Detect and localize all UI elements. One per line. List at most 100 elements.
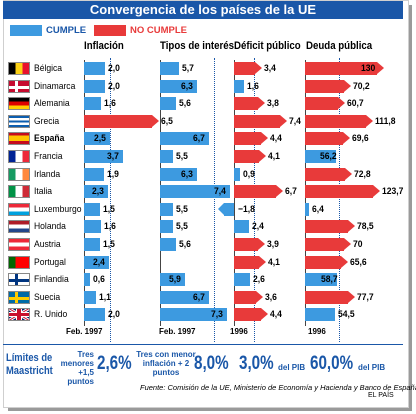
deficit-limit-value: 3,0% <box>239 353 274 374</box>
value-label-deficit-alemania: 3,8 <box>266 98 279 110</box>
column-header-inflacion: Inflación <box>84 40 124 52</box>
deficit-limit-suffix: del PIB <box>278 363 306 372</box>
value-label-deficit-dinamarca: 1,6 <box>246 80 259 92</box>
value-label-inflacion-irlanda: 1,9 <box>106 168 119 180</box>
bar-deuda-luxemburgo <box>305 202 309 216</box>
inflation-limit-note: Tres menores +1,5 puntos <box>60 350 94 386</box>
bar-deficit-francia <box>234 150 267 163</box>
value-label-inflacion-belgica: 2,0 <box>108 63 120 74</box>
value-label-tipos-suecia: 6,7 <box>193 291 205 303</box>
value-label-inflacion-austria: 1,5 <box>102 239 115 250</box>
bar-deuda-irlanda <box>305 167 353 181</box>
value-label-inflacion-espana: 2,5 <box>94 133 107 145</box>
bar-deficit-portugal <box>234 255 267 269</box>
country-label-finlandia: Finlandia <box>34 274 69 286</box>
value-label-deuda-holanda: 78,5 <box>357 221 374 233</box>
bar-deficit-irlanda <box>234 167 240 181</box>
value-label-inflacion-finlandia: 0,6 <box>93 274 106 286</box>
bottom-divider <box>3 344 403 345</box>
bar-deficit-espana <box>234 132 269 146</box>
legend-swatch-cumple <box>10 25 42 36</box>
value-label-deficit-austria: 3,9 <box>267 239 280 250</box>
flag-alemania-icon <box>8 97 30 111</box>
bar-deficit-austria <box>234 238 266 251</box>
value-label-deficit-belgica: 3,4 <box>264 63 276 74</box>
value-label-deficit-finlandia: 2,6 <box>253 274 266 286</box>
bar-tipos-suecia <box>160 290 209 304</box>
value-label-deficit-portugal: 4,1 <box>268 256 281 268</box>
inflation-limit-value: 2,6% <box>97 353 132 374</box>
bar-tipos-luxemburgo <box>160 202 173 216</box>
bar-deficit-grecia <box>234 114 287 128</box>
bar-inflacion-holanda <box>84 220 101 234</box>
flag-r-unido-icon <box>8 308 30 322</box>
country-label-suecia: Suecia <box>34 291 61 303</box>
bar-inflacion-irlanda <box>84 167 104 181</box>
bar-deuda-francia <box>305 150 336 163</box>
value-label-deficit-holanda: 2,4 <box>251 221 264 233</box>
bar-deuda-espana <box>305 132 351 146</box>
value-label-tipos-luxemburgo: 5,5 <box>176 203 188 215</box>
value-label-inflacion-suecia: 1,1 <box>98 291 111 303</box>
value-label-deuda-suecia: 77,7 <box>356 291 374 303</box>
country-label-r-unido: R. Unido <box>34 309 68 321</box>
bar-deuda-finlandia <box>305 273 338 287</box>
bar-deuda-r-unido <box>305 308 335 322</box>
bar-deuda-suecia <box>305 290 355 304</box>
bar-deuda-belgica <box>305 62 383 75</box>
maastricht-heading: Límites de Maastricht <box>6 352 53 377</box>
country-label-francia: Francia <box>34 151 63 162</box>
value-label-deficit-espana: 4,4 <box>270 133 283 145</box>
period-label-inflacion: Feb. 1997 <box>66 327 103 336</box>
period-label-deuda: 1996 <box>308 327 326 336</box>
bar-tipos-austria <box>160 238 176 251</box>
value-label-tipos-austria: 5,6 <box>179 239 191 250</box>
value-label-tipos-alemania: 5,6 <box>179 98 191 110</box>
bar-deficit-r-unido <box>234 308 269 322</box>
frame-shadow-right <box>409 5 412 410</box>
bar-deficit-holanda <box>234 220 249 234</box>
credit-label: EL PAÍS <box>368 392 394 399</box>
legend-label-cumple: CUMPLE <box>46 25 87 36</box>
interest-limit-note: Tres con menor inflación + 2 puntos <box>136 350 196 377</box>
period-label-deficit: 1996 <box>230 327 248 336</box>
flag-luxemburgo-icon <box>8 202 30 216</box>
bar-deuda-grecia <box>305 114 375 128</box>
bar-deficit-alemania <box>234 97 264 111</box>
value-label-inflacion-italia: 2,3 <box>92 186 105 198</box>
bar-inflacion-austria <box>84 238 100 251</box>
value-label-inflacion-portugal: 2,4 <box>93 256 106 268</box>
country-label-italia: Italia <box>34 186 53 198</box>
bar-deuda-italia <box>305 185 381 199</box>
country-label-espana: España <box>34 133 65 145</box>
bar-tipos-finlandia <box>160 273 185 287</box>
flag-belgica-icon <box>8 62 30 75</box>
value-label-tipos-finlandia: 5,9 <box>169 274 181 286</box>
value-label-deficit-francia: 4,1 <box>268 151 281 162</box>
value-label-tipos-dinamarca: 6,3 <box>181 80 193 92</box>
bar-tipos-belgica <box>160 62 179 75</box>
value-label-tipos-belgica: 5,7 <box>182 63 194 74</box>
column-header-tipos: Tipos de interés <box>160 40 235 52</box>
flag-suecia-icon <box>8 290 30 304</box>
flag-francia-icon <box>8 150 30 163</box>
value-label-deuda-francia: 56,2 <box>319 151 337 162</box>
bar-inflacion-suecia <box>84 290 96 304</box>
bar-deficit-luxemburgo <box>217 202 234 216</box>
value-label-deuda-luxemburgo: 6,4 <box>311 203 324 215</box>
bar-inflacion-dinamarca <box>84 79 105 93</box>
flag-grecia-icon <box>8 114 30 128</box>
value-label-deuda-r-unido: 54,5 <box>337 309 355 321</box>
value-label-inflacion-francia: 3,7 <box>106 151 119 162</box>
column-header-deficit: Déficit público <box>234 40 301 52</box>
bar-inflacion-finlandia <box>84 273 91 287</box>
period-label-tipos: Feb. 1997 <box>159 327 196 336</box>
country-label-grecia: Grecia <box>34 115 60 127</box>
value-label-tipos-espana: 6,7 <box>193 133 205 145</box>
bar-tipos-francia <box>160 150 173 163</box>
country-label-luxemburgo: Luxemburgo <box>34 203 82 215</box>
value-label-deuda-portugal: 65,6 <box>350 256 367 268</box>
bar-deficit-italia <box>234 185 282 199</box>
value-label-deficit-suecia: 3,6 <box>265 291 278 303</box>
value-label-deuda-alemania: 60,7 <box>347 98 365 110</box>
